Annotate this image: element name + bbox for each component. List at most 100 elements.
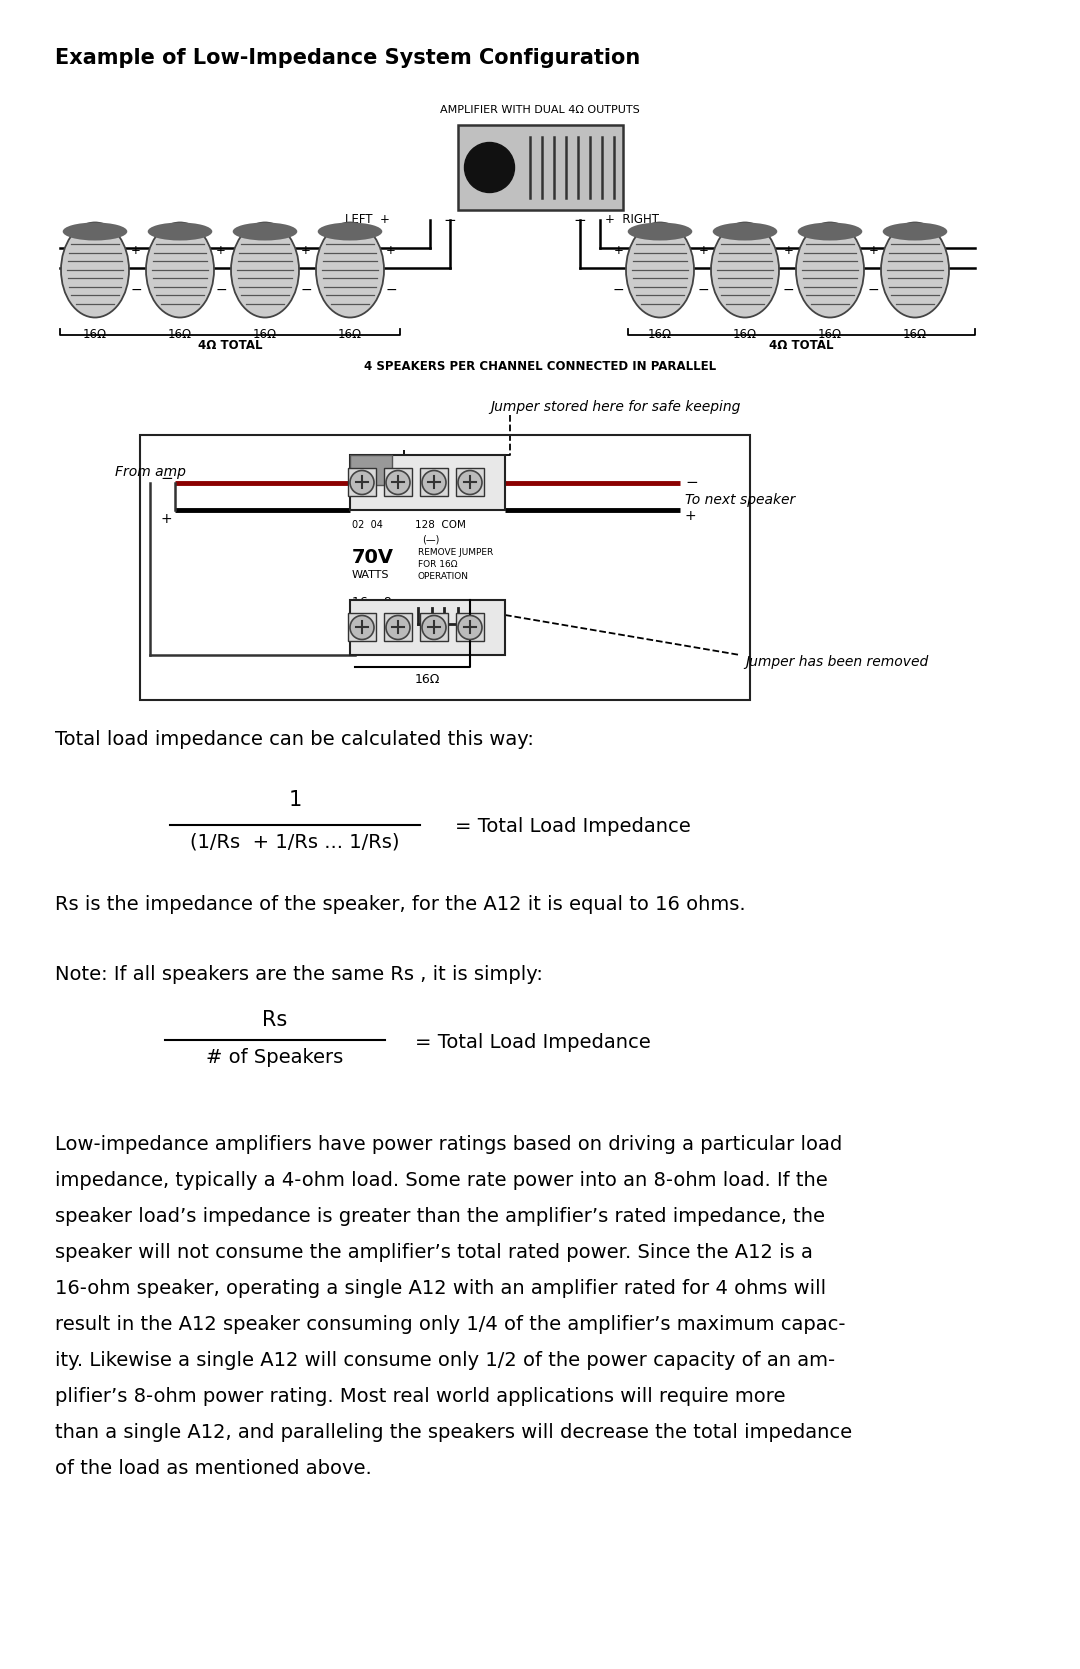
Text: Total load impedance can be calculated this way:: Total load impedance can be calculated t… <box>55 729 534 749</box>
Ellipse shape <box>798 222 862 240</box>
Ellipse shape <box>316 222 384 317</box>
Text: 128  COM: 128 COM <box>415 521 465 531</box>
Circle shape <box>350 471 374 494</box>
Text: Rs: Rs <box>262 1010 287 1030</box>
Text: 16Ω: 16Ω <box>83 327 107 340</box>
Text: (1/Rs  + 1/Rs ... 1/Rs): (1/Rs + 1/Rs ... 1/Rs) <box>190 833 400 851</box>
Text: 02  04: 02 04 <box>352 521 383 531</box>
Text: 4Ω TOTAL: 4Ω TOTAL <box>769 339 834 352</box>
Ellipse shape <box>231 222 299 317</box>
Text: +: + <box>301 244 311 257</box>
Circle shape <box>464 142 514 192</box>
Text: −: − <box>612 284 624 297</box>
Circle shape <box>350 616 374 639</box>
Text: AMPLIFIER WITH DUAL 4Ω OUTPUTS: AMPLIFIER WITH DUAL 4Ω OUTPUTS <box>441 105 639 115</box>
Ellipse shape <box>796 222 864 317</box>
Text: than a single A12, and paralleling the speakers will decrease the total impedanc: than a single A12, and paralleling the s… <box>55 1424 852 1442</box>
Ellipse shape <box>711 222 779 317</box>
Text: result in the A12 speaker consuming only 1/4 of the amplifier’s maximum capac-: result in the A12 speaker consuming only… <box>55 1315 846 1334</box>
Ellipse shape <box>627 222 692 240</box>
Text: 16Ω: 16Ω <box>338 327 362 340</box>
Text: +: + <box>216 244 226 257</box>
Ellipse shape <box>318 222 382 240</box>
Text: 1: 1 <box>288 789 301 809</box>
Text: 16Ω: 16Ω <box>415 673 441 686</box>
Text: REMOVE JUMPER
FOR 16Ω
OPERATION: REMOVE JUMPER FOR 16Ω OPERATION <box>418 547 494 581</box>
Text: 16Ω: 16Ω <box>648 327 672 340</box>
Bar <box>456 614 484 641</box>
Ellipse shape <box>232 222 297 240</box>
Text: −: − <box>216 284 228 297</box>
Circle shape <box>386 471 410 494</box>
Circle shape <box>458 471 482 494</box>
Circle shape <box>386 616 410 639</box>
Text: = Total Load Impedance: = Total Load Impedance <box>455 818 691 836</box>
Ellipse shape <box>881 222 949 317</box>
Text: −: − <box>867 284 879 297</box>
Text: of the load as mentioned above.: of the load as mentioned above. <box>55 1459 372 1479</box>
Text: # of Speakers: # of Speakers <box>206 1048 343 1066</box>
Bar <box>348 469 376 496</box>
Bar <box>350 456 392 486</box>
Text: plifier’s 8-ohm power rating. Most real world applications will require more: plifier’s 8-ohm power rating. Most real … <box>55 1387 785 1405</box>
Text: +: + <box>160 512 172 526</box>
Text: −: − <box>444 214 457 229</box>
Text: −: − <box>131 284 143 297</box>
Text: LEFT  +: LEFT + <box>346 214 390 225</box>
Ellipse shape <box>882 222 947 240</box>
Ellipse shape <box>60 222 129 317</box>
Text: +  RIGHT: + RIGHT <box>605 214 659 225</box>
Ellipse shape <box>63 222 127 240</box>
Text: Note: If all speakers are the same Rs , it is simply:: Note: If all speakers are the same Rs , … <box>55 965 543 985</box>
Text: To next speaker: To next speaker <box>685 492 795 507</box>
Bar <box>140 436 750 699</box>
Text: −: − <box>160 471 173 486</box>
Bar <box>456 469 484 496</box>
Text: 16    8: 16 8 <box>352 596 392 609</box>
Bar <box>420 614 448 641</box>
Text: WATTS: WATTS <box>352 571 390 581</box>
Bar <box>420 469 448 496</box>
Text: ity. Likewise a single A12 will consume only 1/2 of the power capacity of an am-: ity. Likewise a single A12 will consume … <box>55 1350 835 1370</box>
Ellipse shape <box>626 222 694 317</box>
Ellipse shape <box>148 222 213 240</box>
Text: −: − <box>573 214 586 229</box>
Text: −: − <box>301 284 312 297</box>
Text: −: − <box>698 284 708 297</box>
Text: From amp: From amp <box>114 466 186 479</box>
Text: 16Ω: 16Ω <box>733 327 757 340</box>
Text: 4 SPEAKERS PER CHANNEL CONNECTED IN PARALLEL: 4 SPEAKERS PER CHANNEL CONNECTED IN PARA… <box>364 361 716 372</box>
Text: +: + <box>699 244 708 257</box>
Text: Jumper stored here for safe keeping: Jumper stored here for safe keeping <box>490 401 741 414</box>
Bar <box>384 469 411 496</box>
Text: +: + <box>685 509 697 522</box>
Text: +: + <box>869 244 879 257</box>
Bar <box>348 614 376 641</box>
Text: = Total Load Impedance: = Total Load Impedance <box>415 1033 651 1051</box>
Text: +: + <box>784 244 794 257</box>
Text: speaker will not consume the amplifier’s total rated power. Since the A12 is a: speaker will not consume the amplifier’s… <box>55 1243 813 1262</box>
Text: Rs is the impedance of the speaker, for the A12 it is equal to 16 ohms.: Rs is the impedance of the speaker, for … <box>55 895 745 915</box>
Text: Low-impedance amplifiers have power ratings based on driving a particular load: Low-impedance amplifiers have power rati… <box>55 1135 842 1153</box>
Bar <box>384 614 411 641</box>
Text: 4Ω TOTAL: 4Ω TOTAL <box>198 339 262 352</box>
Text: −: − <box>685 476 698 491</box>
Ellipse shape <box>146 222 214 317</box>
Bar <box>458 125 622 210</box>
Text: 16Ω: 16Ω <box>167 327 192 340</box>
Text: 16-ohm speaker, operating a single A12 with an amplifier rated for 4 ohms will: 16-ohm speaker, operating a single A12 w… <box>55 1278 826 1298</box>
Text: −: − <box>782 284 794 297</box>
Ellipse shape <box>713 222 778 240</box>
Circle shape <box>422 471 446 494</box>
Text: impedance, typically a 4-ohm load. Some rate power into an 8-ohm load. If the: impedance, typically a 4-ohm load. Some … <box>55 1172 827 1190</box>
Text: +: + <box>615 244 624 257</box>
Circle shape <box>422 616 446 639</box>
Text: (—): (—) <box>422 534 440 544</box>
Bar <box>350 599 505 654</box>
Text: 16Ω: 16Ω <box>818 327 842 340</box>
Text: 16Ω: 16Ω <box>253 327 278 340</box>
Circle shape <box>458 616 482 639</box>
Text: 16Ω: 16Ω <box>903 327 927 340</box>
Text: −: − <box>386 284 397 297</box>
Text: +: + <box>386 244 396 257</box>
